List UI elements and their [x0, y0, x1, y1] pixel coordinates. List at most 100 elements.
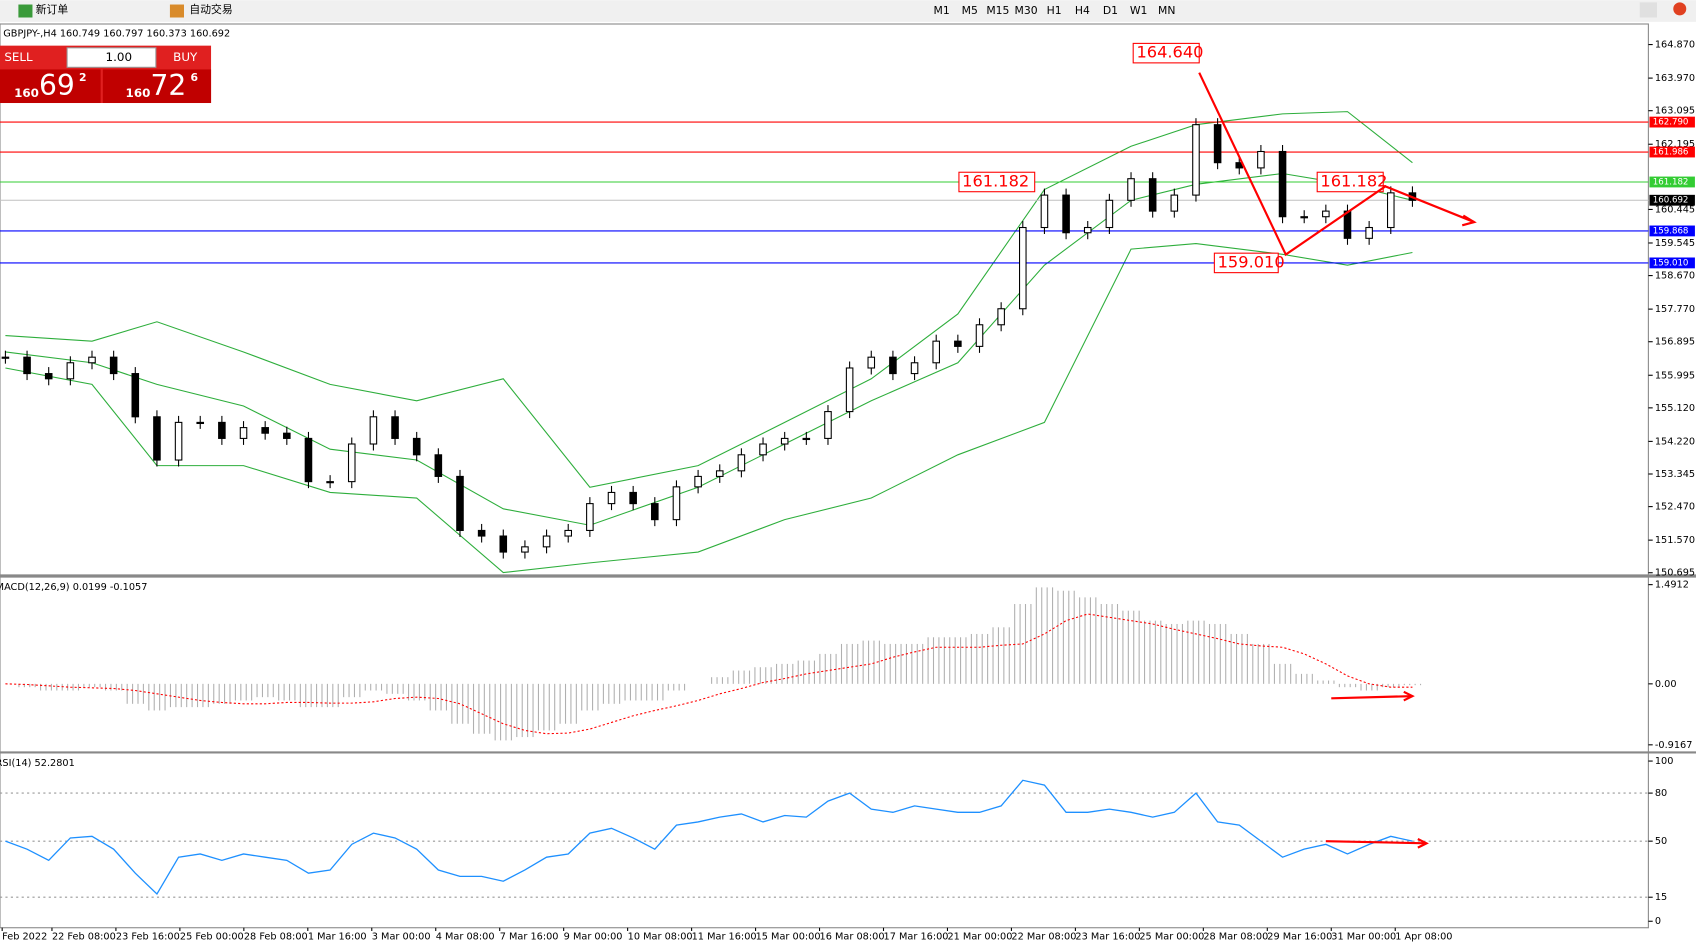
auto-trading[interactable]: 自动交易: [189, 2, 232, 16]
timeframe[interactable]: W1: [1130, 4, 1148, 17]
sell-pips: 69: [39, 69, 75, 102]
bollinger-band: [5, 111, 1413, 488]
candle: [802, 437, 811, 441]
notification[interactable]: [1673, 2, 1687, 16]
candle: [347, 443, 356, 483]
candle: [932, 340, 940, 364]
candle: [954, 340, 962, 347]
timeframe[interactable]: MN: [1158, 4, 1175, 17]
buy-label[interactable]: BUY: [173, 50, 198, 64]
x-tick-label: 25 Feb 00:00: [180, 931, 244, 942]
trend-arrow: [1198, 72, 1475, 257]
candle: [1278, 150, 1287, 218]
candle: [889, 356, 897, 375]
candle: [1257, 150, 1265, 169]
timeframe[interactable]: H1: [1047, 4, 1062, 17]
bollinger-band: [5, 172, 1413, 526]
x-tick-label: 28 Feb 08:00: [244, 931, 308, 942]
candle: [109, 356, 118, 375]
chart-frame: [0, 23, 1649, 929]
y-tick-label: 159.545: [1655, 238, 1695, 249]
x-tick-label: 31 Mar 00:00: [1331, 931, 1396, 942]
annotation-box: [1132, 42, 1200, 64]
candle: [780, 437, 789, 445]
timeframe[interactable]: M1: [934, 4, 950, 17]
timeframe[interactable]: H4: [1075, 4, 1090, 17]
candle: [23, 356, 31, 375]
candle: [304, 437, 313, 483]
y-tick-label: 1.4912: [1655, 580, 1689, 591]
x-tick-label: 7 Mar 16:00: [500, 931, 559, 942]
candle: [218, 421, 226, 439]
timeframe[interactable]: M30: [1014, 4, 1037, 17]
x-tick-label: 21 Mar 00:00: [947, 931, 1012, 942]
candle: [1170, 194, 1179, 212]
y-tick-label: 150.695: [1655, 568, 1695, 579]
arrow-head: [1403, 690, 1415, 702]
symbol-info: GBPJPY-,H4 160.749 160.797 160.373 160.6…: [3, 29, 230, 40]
buy-pips: 72: [150, 69, 186, 102]
y-tick-label: 80: [1655, 788, 1667, 799]
candle: [867, 356, 876, 369]
candle: [672, 486, 681, 521]
indicator-title: RSI(14) 52.2801: [0, 758, 75, 769]
timeframe[interactable]: M15: [986, 4, 1009, 17]
signal-line: [5, 613, 1413, 735]
timeframe[interactable]: M5: [962, 4, 978, 17]
x-tick-label: 29 Mar 16:00: [1267, 931, 1332, 942]
candle: [1127, 178, 1135, 201]
candle: [845, 367, 854, 413]
candle: [499, 535, 508, 553]
candle: [824, 411, 832, 439]
new-order[interactable]: 新订单: [36, 2, 69, 16]
y-tick-label: 151.570: [1655, 535, 1695, 546]
candle: [434, 454, 443, 477]
y-tick-label: 15: [1655, 892, 1667, 903]
x-tick-label: 1 Mar 16:00: [308, 931, 367, 942]
candle: [196, 421, 205, 425]
lot[interactable]: 1.00: [106, 50, 132, 64]
buy-frac: 6: [190, 71, 198, 84]
candle: [239, 427, 248, 439]
buy-big: 160: [126, 86, 151, 100]
x-tick-label: 17 Mar 16:00: [884, 931, 949, 942]
rsi-line: [5, 779, 1413, 896]
candle: [759, 443, 767, 456]
y-tick-label: 154.220: [1655, 436, 1695, 447]
candle: [1019, 226, 1027, 310]
candle: [369, 416, 378, 445]
price-tag-label: 159.010: [1653, 258, 1689, 268]
candle: [456, 475, 464, 531]
price-tag-label: 160.692: [1653, 196, 1689, 206]
lot-field[interactable]: [66, 47, 157, 68]
buy-button[interactable]: [102, 69, 212, 104]
x-tick-label: 16 Mar 08:00: [820, 931, 885, 942]
annotation: 159.010: [1218, 252, 1285, 271]
y-tick-label: 163.970: [1655, 73, 1695, 84]
sell-label[interactable]: SELL: [4, 50, 33, 64]
candle: [1, 356, 10, 359]
candle: [1040, 194, 1049, 229]
candle: [607, 491, 616, 505]
drawn-arrows: [1198, 72, 1477, 849]
candle: [521, 546, 529, 553]
x-tick-label: 22 Mar 08:00: [1011, 931, 1076, 942]
candle: [283, 432, 291, 439]
bollinger-band: [5, 242, 1413, 574]
candle: [1300, 216, 1308, 219]
timeframe[interactable]: D1: [1103, 4, 1118, 17]
candle: [131, 373, 140, 418]
y-tick-label: 153.345: [1655, 469, 1695, 480]
candle: [910, 362, 919, 375]
sell-button[interactable]: [0, 69, 101, 104]
x-tick-label: 23 Feb 16:00: [116, 931, 180, 942]
x-tick-label: 22 Feb 08:00: [52, 931, 116, 942]
annotation-box: [958, 171, 1036, 193]
candle: [412, 437, 421, 456]
y-tick-label: 156.895: [1655, 337, 1695, 348]
y-tick-label: 157.770: [1655, 304, 1695, 315]
search[interactable]: [1639, 2, 1658, 18]
candle: [66, 362, 75, 380]
